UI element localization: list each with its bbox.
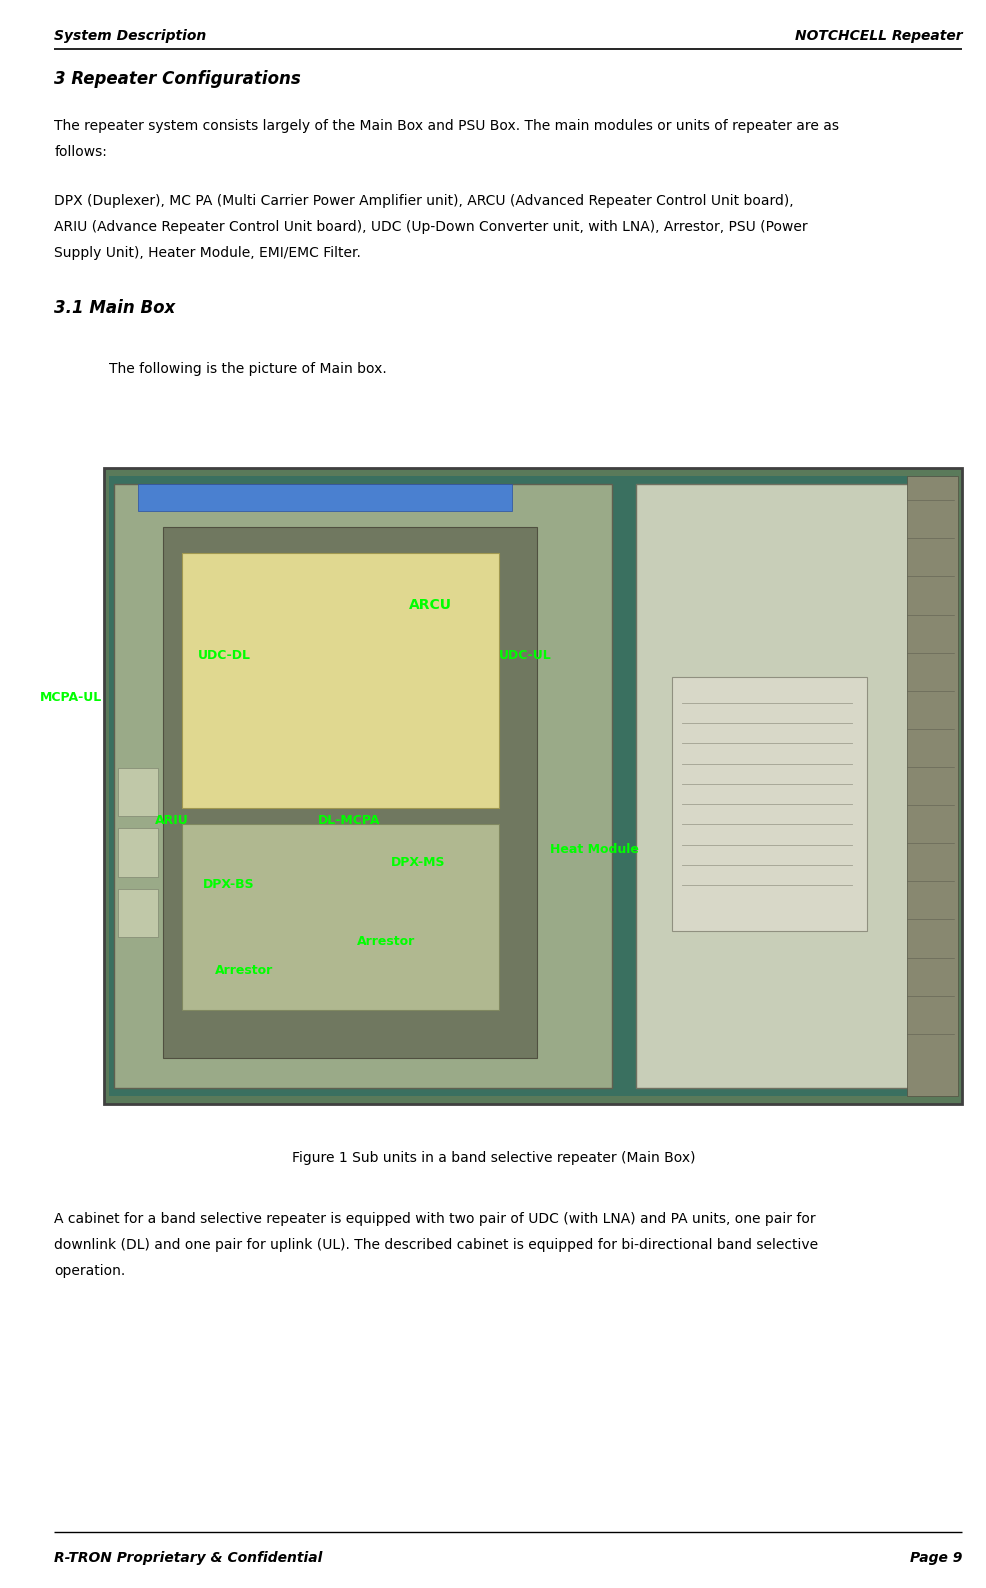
Bar [113, 484, 611, 1088]
Text: UDC-DL: UDC-DL [198, 649, 250, 662]
Text: DPX (Duplexer), MC PA (Multi Carrier Power Amplifier unit), ARCU (Advanced Repea: DPX (Duplexer), MC PA (Multi Carrier Pow… [54, 194, 793, 208]
Bar [905, 476, 957, 1096]
Bar [635, 484, 936, 1088]
Text: DPX-MS: DPX-MS [390, 856, 446, 869]
Text: Page 9: Page 9 [909, 1551, 961, 1566]
Text: The following is the picture of Main box.: The following is the picture of Main box… [108, 362, 386, 376]
Bar [118, 889, 158, 937]
Text: operation.: operation. [54, 1264, 125, 1278]
Text: ARCU: ARCU [408, 599, 451, 611]
Bar [181, 553, 499, 808]
Text: Figure 1 Sub units in a band selective repeater (Main Box): Figure 1 Sub units in a band selective r… [292, 1151, 694, 1166]
Text: ARIU: ARIU [155, 815, 188, 827]
Bar [163, 527, 536, 1058]
Text: DL-MCPA: DL-MCPA [317, 815, 381, 827]
Text: The repeater system consists largely of the Main Box and PSU Box. The main modul: The repeater system consists largely of … [54, 119, 838, 133]
Bar [104, 468, 961, 1104]
Text: A cabinet for a band selective repeater is equipped with two pair of UDC (with L: A cabinet for a band selective repeater … [54, 1212, 815, 1226]
Text: DPX-BS: DPX-BS [202, 878, 253, 891]
Text: MCPA-UL: MCPA-UL [39, 691, 102, 703]
Bar [138, 484, 512, 511]
Text: downlink (DL) and one pair for uplink (UL). The described cabinet is equipped fo: downlink (DL) and one pair for uplink (U… [54, 1237, 817, 1251]
Text: Heat Module: Heat Module [549, 843, 638, 856]
Text: Supply Unit), Heater Module, EMI/EMC Filter.: Supply Unit), Heater Module, EMI/EMC Fil… [54, 246, 361, 260]
Text: 3.1 Main Box: 3.1 Main Box [54, 299, 176, 316]
Text: follows:: follows: [54, 146, 107, 159]
Text: Arrestor: Arrestor [215, 964, 273, 977]
Bar [118, 829, 158, 877]
Text: UDC-UL: UDC-UL [498, 649, 551, 662]
Bar [118, 769, 158, 816]
Bar [181, 824, 499, 1010]
Text: Arrestor: Arrestor [357, 935, 415, 948]
Text: NOTCHCELL Repeater: NOTCHCELL Repeater [794, 29, 961, 43]
Bar [671, 678, 867, 931]
Text: System Description: System Description [54, 29, 206, 43]
Bar [108, 476, 956, 1096]
Text: ARIU (Advance Repeater Control Unit board), UDC (Up-Down Converter unit, with LN: ARIU (Advance Repeater Control Unit boar… [54, 221, 808, 233]
Text: R-TRON Proprietary & Confidential: R-TRON Proprietary & Confidential [54, 1551, 322, 1566]
Text: 3 Repeater Configurations: 3 Repeater Configurations [54, 70, 301, 87]
